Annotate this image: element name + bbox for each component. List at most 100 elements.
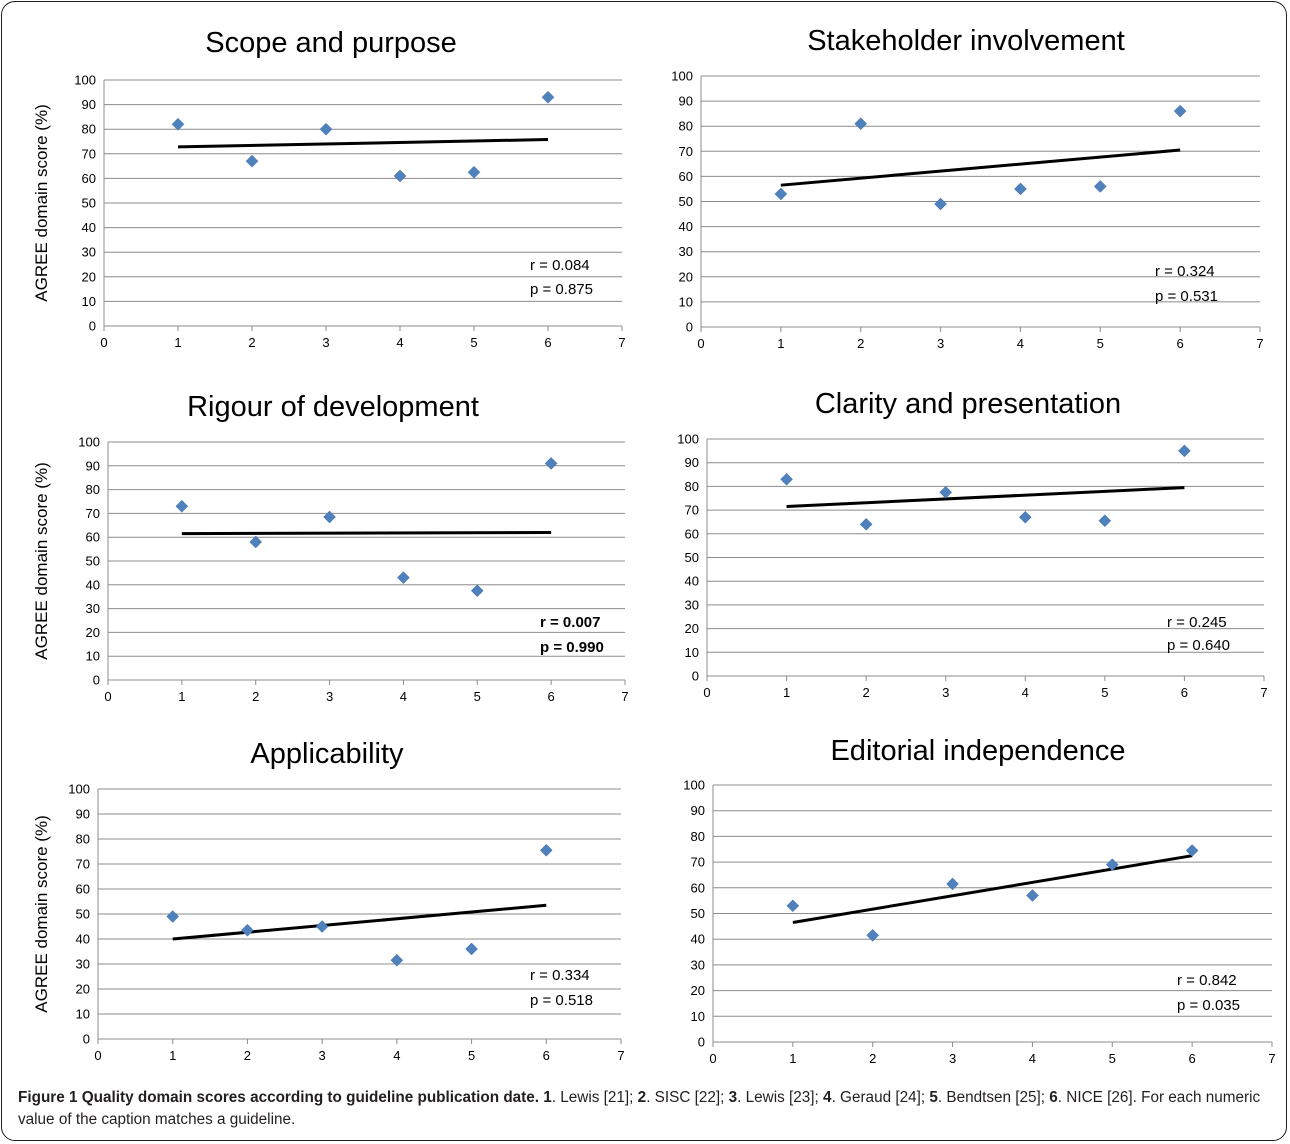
data-point (1185, 844, 1199, 857)
r-value-label: r = 0.007 (540, 614, 600, 631)
x-tick-label: 5 (1097, 336, 1104, 351)
y-tick-label: 80 (82, 122, 96, 137)
y-tick-label: 100 (671, 69, 693, 84)
y-tick-label: 20 (679, 269, 693, 284)
data-point (1026, 889, 1039, 902)
trend-line (181, 530, 552, 536)
caption-item-text: . SISC [22]; (646, 1089, 729, 1106)
chart-panel: 0 10 20 30 40 50 60 70 80 90 100 0 1 2 3 4 5 6 7 Scope and … (32, 27, 626, 350)
chart-title: Clarity and presentation (815, 388, 1121, 420)
y-tick-label: 10 (82, 294, 96, 309)
data-point (859, 517, 873, 531)
chart-title: Stakeholder involvement (807, 25, 1125, 57)
x-tick-label: 1 (789, 1051, 796, 1066)
caption-item-num: 5 (929, 1089, 938, 1106)
x-tick-label: 0 (709, 1051, 716, 1066)
data-point (780, 472, 793, 486)
x-tick-label: 6 (1177, 336, 1184, 351)
data-point (539, 843, 553, 857)
data-point (939, 485, 953, 499)
data-point (171, 117, 185, 131)
chart-panel: 0 10 20 30 40 50 60 70 80 90 100 0 1 2 3 4 5 6 7 Rigour of … (32, 391, 629, 704)
y-tick-label: 80 (679, 119, 693, 134)
p-value-label: p = 0.640 (1167, 637, 1230, 654)
trend-line (780, 148, 1181, 187)
x-tick-label: 3 (949, 1051, 956, 1066)
y-tick-label: 60 (82, 171, 96, 186)
y-tick-label: 40 (82, 220, 96, 235)
y-tick-label: 70 (82, 146, 96, 161)
x-tick-label: 1 (169, 1048, 176, 1063)
p-value-label: p = 0.518 (530, 992, 593, 1009)
data-point (1105, 858, 1119, 872)
chart-panel: 0 10 20 30 40 50 60 70 80 90 100 0 1 2 3 4 5 6 7 Editorial … (683, 735, 1275, 1066)
x-tick-label: 6 (1189, 1051, 1196, 1066)
data-point (1098, 514, 1112, 528)
data-point (315, 920, 329, 933)
y-tick-label: 30 (82, 245, 96, 260)
y-tick-label: 60 (86, 530, 100, 545)
x-tick-label: 5 (1109, 1051, 1116, 1066)
y-tick-label: 80 (685, 479, 699, 494)
y-tick-label: 40 (76, 932, 90, 947)
data-point (323, 510, 336, 524)
y-tick-label: 80 (691, 829, 705, 844)
x-tick-label: 7 (618, 335, 625, 350)
y-tick-label: 10 (76, 1007, 90, 1022)
y-tick-label: 70 (76, 857, 90, 872)
x-tick-label: 2 (252, 689, 259, 704)
y-tick-label: 30 (76, 957, 90, 972)
data-point (470, 584, 484, 598)
data-point (774, 187, 788, 201)
x-tick-label: 7 (1260, 685, 1267, 700)
r-value-label: r = 0.334 (530, 967, 590, 984)
y-tick-label: 0 (698, 1035, 705, 1050)
chart-title: Applicability (250, 738, 404, 770)
y-tick-label: 100 (74, 73, 96, 88)
x-tick-label: 2 (863, 685, 870, 700)
x-tick-label: 4 (393, 1048, 400, 1063)
data-point (866, 928, 880, 942)
data-point (1093, 180, 1107, 193)
x-tick-label: 7 (621, 689, 628, 704)
y-tick-label: 70 (679, 144, 693, 159)
y-tick-label: 60 (76, 882, 90, 897)
x-tick-label: 3 (937, 336, 944, 351)
caption-item-text: . Bendtsen [25]; (937, 1089, 1050, 1106)
data-point (390, 953, 404, 967)
y-tick-label: 70 (691, 855, 705, 870)
y-tick-label: 40 (679, 219, 693, 234)
x-tick-label: 2 (857, 336, 864, 351)
x-tick-label: 7 (617, 1048, 624, 1063)
data-point (1018, 510, 1032, 524)
y-tick-label: 10 (679, 294, 693, 309)
figure-caption: Figure 1 Quality domain scores according… (18, 1087, 1274, 1131)
chart-panel: 0 10 20 30 40 50 60 70 80 90 100 0 1 2 3 4 5 6 7 Clarity an… (677, 388, 1267, 700)
y-tick-label: 70 (685, 503, 699, 518)
y-tick-label: 50 (86, 554, 100, 569)
y-tick-label: 70 (86, 506, 100, 521)
y-tick-label: 60 (691, 880, 705, 895)
caption-title: Figure 1 Quality domain scores according… (18, 1089, 540, 1106)
x-tick-label: 7 (1268, 1051, 1275, 1066)
y-tick-label: 10 (86, 649, 100, 664)
x-tick-label: 1 (174, 335, 181, 350)
x-tick-label: 3 (326, 689, 333, 704)
trend-line (177, 138, 549, 149)
x-tick-label: 0 (100, 335, 107, 350)
y-axis-label: AGREE domain score (%) (32, 104, 51, 301)
y-tick-label: 30 (691, 957, 705, 972)
data-point (319, 122, 333, 136)
y-tick-label: 20 (685, 621, 699, 636)
y-tick-label: 40 (685, 574, 699, 589)
chart-panel: 0 10 20 30 40 50 60 70 80 90 100 0 1 2 3 4 5 6 7 Applicabil… (32, 738, 625, 1063)
p-value-label: p = 0.990 (540, 639, 604, 656)
y-tick-label: 100 (677, 432, 699, 447)
chart-title: Rigour of development (187, 391, 479, 423)
trend-line (792, 854, 1193, 924)
y-tick-label: 50 (691, 906, 705, 921)
y-tick-label: 10 (691, 1009, 705, 1024)
x-tick-label: 4 (400, 689, 407, 704)
data-point (465, 942, 478, 956)
x-tick-label: 1 (178, 689, 185, 704)
